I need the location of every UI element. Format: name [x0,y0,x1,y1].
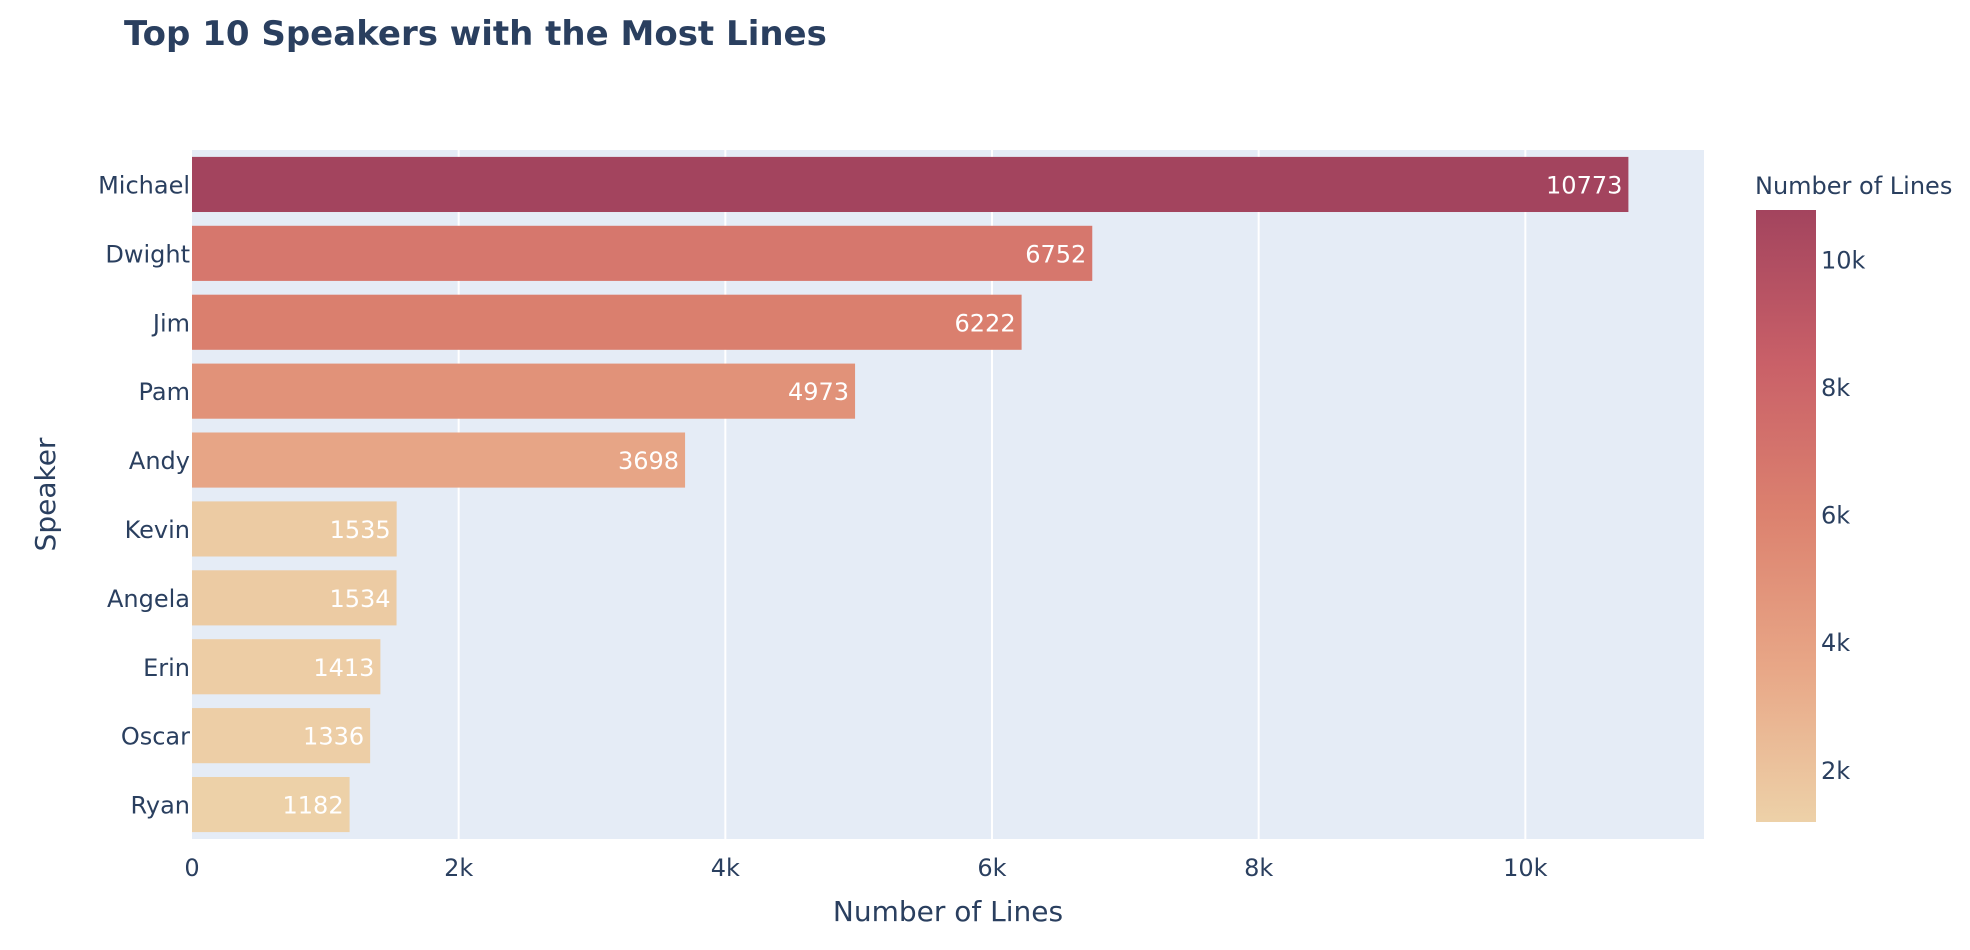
x-axis-title: Number of Lines [833,895,1063,928]
y-tick-label: Kevin [125,516,190,544]
bar-jim[interactable] [192,294,1022,350]
x-tick-label: 2k [444,854,473,882]
x-tick-label: 10k [1503,854,1548,882]
bar-value-label: 1336 [303,723,364,751]
bar-ryan[interactable] [192,776,350,833]
bar-pam[interactable] [192,363,856,419]
y-tick-label: Michael [98,171,190,199]
colorbar-title: Number of Lines [1755,172,1952,200]
y-tick-label: Erin [143,654,190,682]
bar-value-label: 1182 [283,792,344,820]
y-tick-labels: Michael Dwight Jim Pam Andy Kevin Angela Erin Os… [98,171,190,819]
bar-michael[interactable] [192,156,1629,213]
x-tick-label: 0 [184,854,199,882]
bar-value-label: 1413 [313,654,374,682]
x-tick-label: 6k [977,854,1006,882]
bar-oscar[interactable] [192,708,371,764]
x-tick-label: 8k [1244,854,1273,882]
bar-kevin[interactable] [192,501,397,557]
bar-value-label: 1535 [330,516,391,544]
colorbar: Number of Lines 2k 4k 6k 8k 10k [1755,172,1952,822]
y-tick-label: Ryan [131,792,190,820]
bar-value-label: 10773 [1546,171,1622,199]
y-axis-title: Speaker [29,437,62,551]
bar-andy[interactable] [192,432,686,488]
bar-labels: 10773 6752 6222 4973 3698 1535 1534 1413 1336 118… [283,171,1623,819]
colorbar-tick-label: 10k [1821,246,1866,274]
y-tick-label: Jim [151,309,190,337]
y-tick-label: Oscar [121,723,190,751]
x-tick-labels: 0 2k 4k 6k 8k 10k [184,854,1547,882]
bar-dwight[interactable] [192,225,1093,281]
bar-value-label: 4973 [788,378,849,406]
chart-title: Top 10 Speakers with the Most Lines [124,14,827,54]
colorbar-ticks: 2k 4k 6k 8k 10k [1821,246,1866,784]
bars [192,156,1629,833]
y-tick-label: Dwight [105,240,190,268]
colorbar-tick-label: 4k [1821,629,1850,657]
bar-angela[interactable] [192,570,397,626]
x-tick-label: 4k [711,854,740,882]
colorbar-tick-label: 2k [1821,757,1850,785]
bar-erin[interactable] [192,639,381,695]
colorbar-tick-label: 6k [1821,502,1850,530]
y-tick-label: Andy [129,447,190,475]
bar-value-label: 3698 [618,447,679,475]
colorbar-gradient [1756,210,1816,822]
bar-value-label: 6222 [955,309,1016,337]
y-tick-label: Angela [107,585,190,613]
y-tick-label: Pam [139,378,190,406]
bar-value-label: 1534 [329,585,390,613]
bar-value-label: 6752 [1025,240,1086,268]
colorbar-tick-label: 8k [1821,374,1850,402]
